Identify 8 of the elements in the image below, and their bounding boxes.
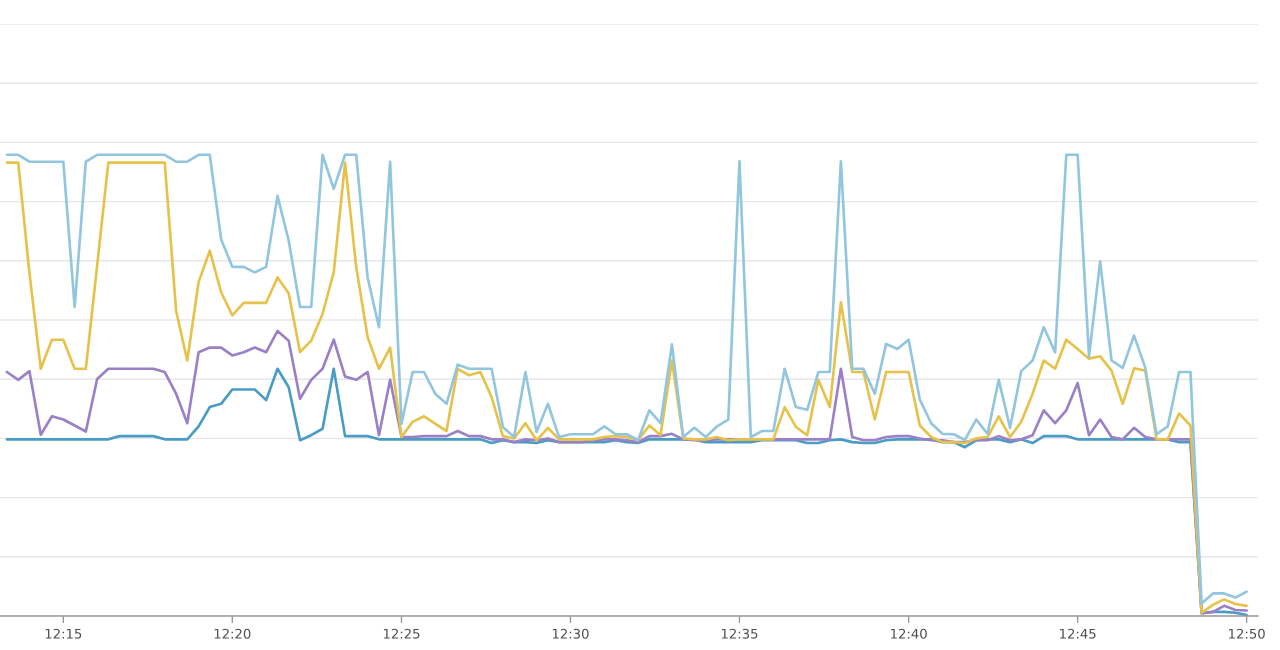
x-tick-label: 12:30	[552, 628, 589, 639]
x-tick-label: 12:40	[891, 628, 927, 639]
x-tick-label: 12:45	[1060, 628, 1096, 639]
x-tick-label: 12:15	[45, 628, 82, 639]
x-tick-label: 12:35	[721, 628, 758, 639]
x-tick-label: 12:50	[1229, 628, 1265, 639]
x-tick-label: 12:20	[214, 628, 251, 639]
x-tick-label: 12:25	[383, 628, 420, 639]
